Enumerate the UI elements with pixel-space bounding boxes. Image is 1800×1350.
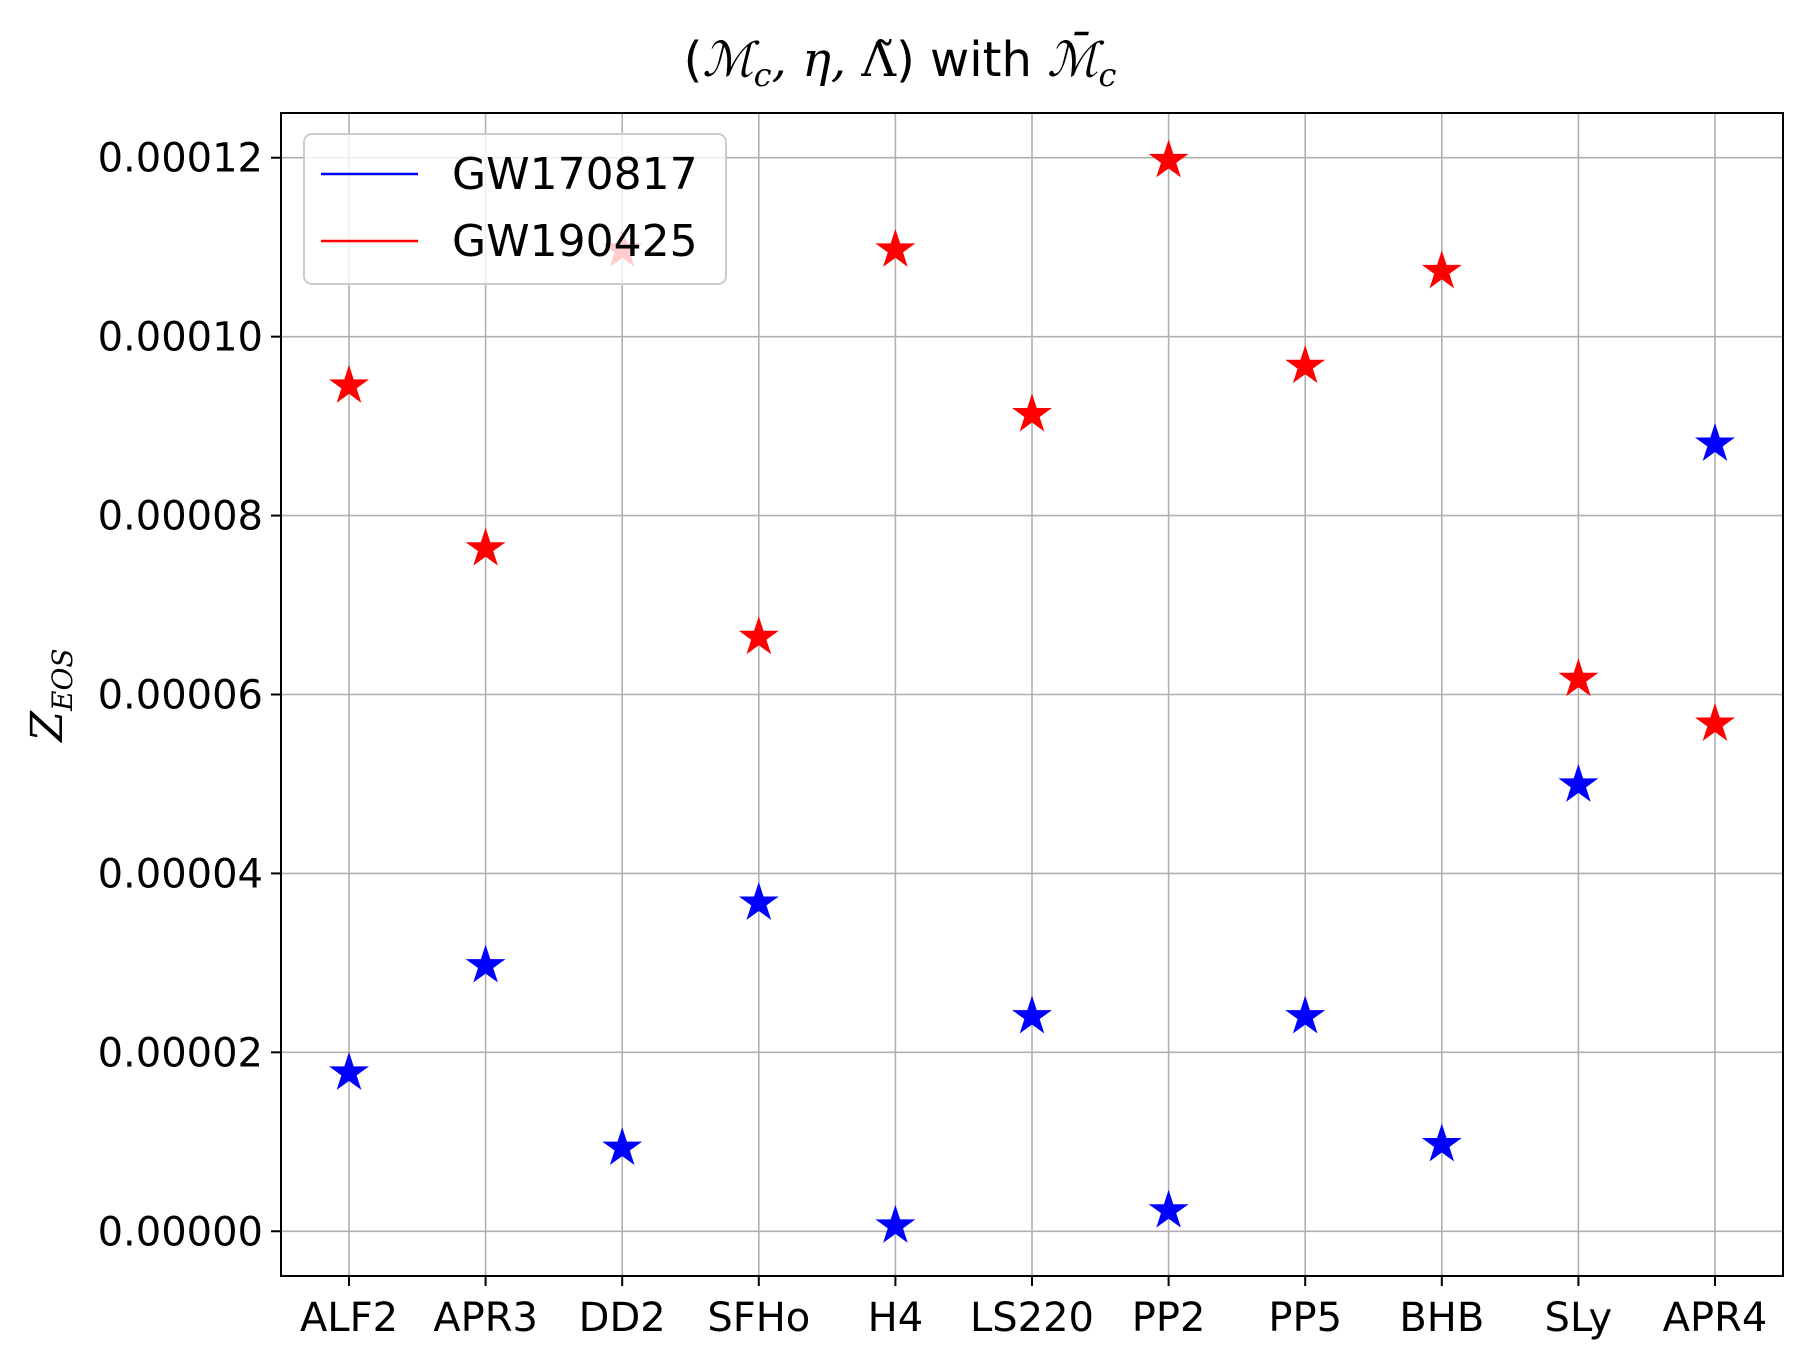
y-tick-label: 0.00010	[98, 315, 263, 361]
x-tick-label: LS220	[970, 1295, 1094, 1341]
y-tick-label: 0.00002	[98, 1030, 263, 1076]
y-axis-label: ZEOS	[22, 648, 79, 743]
y-tick-label: 0.00012	[98, 136, 263, 182]
chart-title: (ℳc, η, Λ̃) with ℳ̄c	[684, 31, 1117, 94]
marker-gw190425-pp5	[1285, 345, 1326, 384]
marker-gw170817-ls220	[1012, 995, 1052, 1034]
x-tick-label: SFHo	[707, 1295, 810, 1341]
marker-gw190425-apr3	[465, 527, 506, 566]
y-tick-label: 0.00008	[98, 494, 263, 540]
x-tick-label: APR3	[433, 1295, 538, 1341]
x-tick-label: SLy	[1545, 1295, 1613, 1341]
marker-gw190425-sly	[1558, 658, 1599, 697]
marker-gw170817-sfho	[738, 881, 779, 920]
plot-frame	[280, 112, 1784, 1277]
x-tick-label: PP2	[1132, 1295, 1206, 1341]
marker-gw170817-sly	[1558, 763, 1599, 802]
marker-gw190425-pp2	[1148, 139, 1189, 178]
marker-gw170817-apr4	[1695, 423, 1735, 461]
marker-gw170817-h4	[875, 1204, 916, 1243]
x-axis-ticks: ALF2 APR3 DD2 SFHo H4 LS220 PP2 PP5 BHB SLy APR4	[300, 1276, 1767, 1341]
legend-box	[303, 133, 727, 285]
x-tick-label: H4	[868, 1295, 924, 1341]
x-tick-label: APR4	[1663, 1295, 1768, 1341]
y-tick-label: 0.00004	[98, 851, 263, 897]
marker-gw170817-apr3	[465, 944, 506, 983]
legend: GW170817 GW190425	[303, 133, 727, 285]
marker-gw170817-bhb	[1421, 1123, 1462, 1162]
marker-gw190425-h4	[875, 228, 916, 267]
marker-gw190425-alf2	[329, 364, 369, 403]
marker-gw190425-ls220	[1012, 393, 1052, 432]
legend-label-gw170817: GW170817	[452, 149, 698, 200]
y-tick-label: 0.00000	[98, 1209, 263, 1255]
grid	[281, 113, 1783, 1276]
marker-gw190425-bhb	[1421, 250, 1462, 289]
marker-gw170817-pp2	[1148, 1189, 1189, 1228]
marker-gw190425-sfho	[738, 616, 779, 655]
marker-gw190425-apr4	[1695, 703, 1735, 742]
x-tick-label: BHB	[1399, 1295, 1484, 1341]
y-tick-label: 0.00006	[98, 673, 263, 719]
x-tick-label: PP5	[1268, 1295, 1342, 1341]
x-tick-label: ALF2	[300, 1295, 398, 1341]
marker-gw170817-dd2	[602, 1127, 643, 1166]
marker-gw170817-alf2	[329, 1051, 369, 1090]
y-axis-ticks: 0.00000 0.00002 0.00004 0.00006 0.00008 0.000…	[98, 136, 281, 1255]
marker-gw170817-pp5	[1285, 995, 1326, 1034]
legend-label-gw190425: GW190425	[452, 216, 698, 267]
x-tick-label: DD2	[579, 1295, 666, 1341]
